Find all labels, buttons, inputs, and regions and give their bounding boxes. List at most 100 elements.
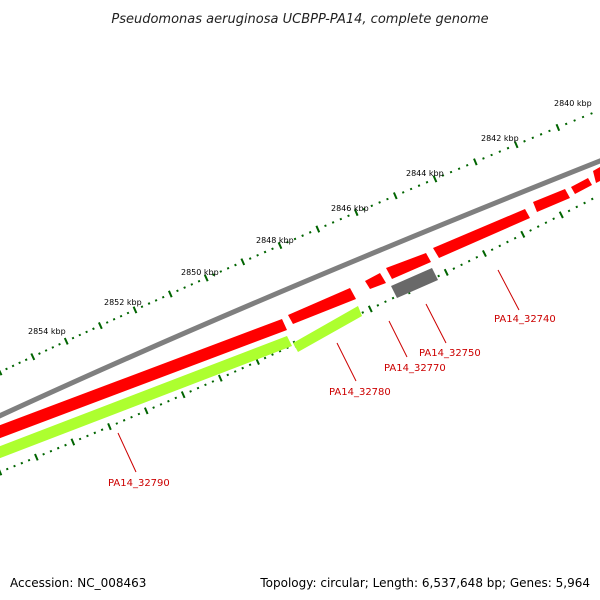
- outer-tick-33: [226, 266, 230, 270]
- inner-tick-16: [115, 422, 119, 425]
- outer-tick-59: [425, 180, 429, 184]
- inner-tick-78: [583, 201, 586, 205]
- outer-tick-36: [248, 257, 252, 260]
- leader-line-pa14-32750: [425, 303, 447, 344]
- inner-tick-66: [490, 248, 494, 252]
- outer-tick-50: [353, 208, 359, 217]
- inner-tick-14: [100, 428, 104, 432]
- outer-ruler-ticks: [0, 112, 593, 376]
- leader-line-pa14-32790: [117, 432, 137, 473]
- outer-tick-53: [378, 201, 381, 204]
- outer-tick-58: [417, 184, 421, 187]
- inner-tick-59: [437, 274, 440, 278]
- gene-feature-pa14-32760[interactable]: [386, 253, 431, 279]
- inner-tick-32: [233, 370, 237, 373]
- outer-tick-47: [331, 221, 335, 224]
- outer-tick-68: [498, 150, 502, 153]
- outer-tick-35: [240, 258, 246, 266]
- gene-feature-pa14-32730[interactable]: [571, 178, 592, 194]
- outer-tick-25: [167, 290, 173, 298]
- outer-tick-52: [370, 204, 374, 208]
- gene-label-pa14-32770[interactable]: PA14_32770: [384, 363, 446, 374]
- gene-feature-pa14-32780[interactable]: [293, 306, 362, 352]
- outer-tick-62: [449, 170, 453, 174]
- gene-label-pa14-32740[interactable]: PA14_32740: [494, 314, 556, 325]
- outer-tick-69: [506, 146, 510, 150]
- inner-tick-13: [93, 431, 97, 435]
- gene-feature-pa14-32735[interactable]: [533, 189, 570, 212]
- inner-tick-65: [482, 249, 487, 258]
- inner-ruler-ticks: [0, 197, 594, 476]
- outer-tick-38: [263, 250, 267, 254]
- inner-tick-76: [567, 209, 571, 213]
- gene-feature-pa14-32790[interactable]: [0, 319, 287, 440]
- inner-tick-79: [590, 197, 594, 201]
- outer-tick-18: [119, 314, 123, 318]
- outer-tick-30: [203, 274, 209, 282]
- inner-tick-31: [226, 373, 230, 377]
- inner-tick-17: [122, 419, 126, 422]
- inner-tick-9: [64, 443, 67, 447]
- outer-tick-17: [112, 317, 116, 321]
- inner-tick-74: [552, 217, 555, 221]
- outer-tick-65: [473, 158, 478, 166]
- inner-tick-77: [575, 205, 579, 209]
- gene-feature-pa14-32840[interactable]: [593, 167, 600, 183]
- inner-tick-15: [107, 423, 112, 431]
- outer-tick-29: [197, 279, 201, 283]
- outer-tick-78: [581, 115, 585, 119]
- outer-tick-22: [147, 302, 151, 305]
- inner-tick-22: [159, 403, 163, 406]
- inner-tick-7: [49, 449, 53, 453]
- ruler-label-2854: 2854 kbp: [28, 327, 66, 336]
- gene-feature-pa14-32785[interactable]: [0, 336, 292, 460]
- outer-tick-11: [71, 336, 75, 340]
- gene-feature-pa14-32750[interactable]: [391, 268, 438, 298]
- inner-tick-71: [529, 229, 532, 232]
- inner-tick-11: [78, 437, 82, 441]
- outer-tick-51: [362, 207, 366, 211]
- outer-tick-14: [92, 327, 95, 331]
- gene-feature-pa14-32770[interactable]: [365, 273, 386, 289]
- gene-feature-pa14-32775[interactable]: [288, 288, 356, 324]
- outer-tick-67: [490, 153, 493, 157]
- inner-tick-49: [361, 311, 365, 314]
- outer-tick-31: [212, 273, 215, 277]
- inner-tick-61: [452, 267, 456, 270]
- inner-tick-3: [20, 461, 24, 465]
- inner-tick-69: [513, 236, 517, 240]
- inner-tick-2: [13, 464, 16, 468]
- outer-tick-57: [409, 187, 413, 191]
- outer-tick-15: [97, 321, 103, 330]
- genome-summary-text: Topology: circular; Length: 6,537,648 bp…: [259, 576, 590, 590]
- inner-tick-8: [56, 446, 60, 450]
- outer-tick-4: [24, 358, 28, 362]
- gene-label-pa14-32780[interactable]: PA14_32780: [329, 387, 391, 398]
- outer-tick-44: [308, 231, 312, 234]
- outer-tick-56: [401, 191, 405, 194]
- inner-tick-34: [248, 363, 252, 367]
- ruler-label-2846: 2846 kbp: [331, 204, 369, 213]
- inner-tick-60: [443, 268, 449, 276]
- outer-tick-41: [286, 240, 289, 244]
- gene-label-pa14-32750[interactable]: PA14_32750: [419, 348, 481, 359]
- outer-tick-77: [573, 119, 576, 122]
- outer-tick-40: [277, 241, 283, 250]
- ruler-label-2842: 2842 kbp: [481, 134, 519, 143]
- outer-tick-74: [548, 129, 551, 133]
- ruler-label-2844: 2844 kbp: [406, 169, 444, 178]
- inner-tick-68: [506, 240, 509, 244]
- inner-tick-5: [34, 453, 39, 461]
- inner-tick-24: [174, 396, 178, 400]
- gene-label-pa14-32790[interactable]: PA14_32790: [108, 478, 170, 489]
- gene-feature-pa14-32740[interactable]: [433, 209, 530, 258]
- inner-tick-51: [376, 303, 380, 307]
- inner-tick-73: [544, 221, 548, 225]
- inner-tick-29: [211, 380, 215, 383]
- outer-tick-66: [482, 157, 485, 160]
- inner-tick-28: [204, 383, 207, 387]
- outer-tick-32: [219, 270, 223, 273]
- outer-tick-10: [63, 337, 69, 345]
- outer-tick-42: [293, 237, 297, 241]
- ruler-label-2852: 2852 kbp: [104, 298, 142, 307]
